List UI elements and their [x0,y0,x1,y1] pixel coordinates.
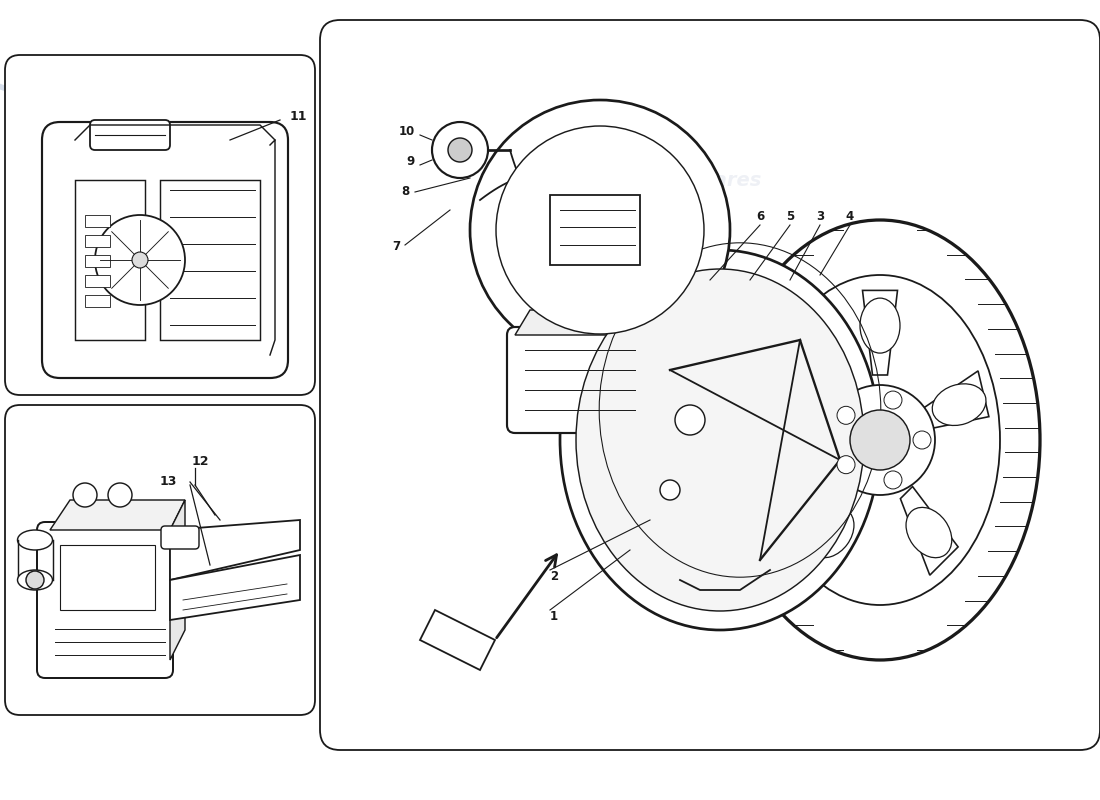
Bar [160,180,260,340]
Text: 3: 3 [816,210,824,223]
Polygon shape [802,486,859,575]
Circle shape [95,215,185,305]
Circle shape [837,406,855,424]
Text: eurospares: eurospares [658,570,782,590]
Ellipse shape [933,384,986,426]
Text: 6: 6 [756,210,764,223]
Polygon shape [862,290,898,375]
Circle shape [884,391,902,409]
Circle shape [660,480,680,500]
Ellipse shape [18,530,53,550]
Circle shape [132,252,148,268]
Circle shape [850,410,910,470]
FancyBboxPatch shape [320,20,1100,750]
Bar [550,195,640,265]
Circle shape [675,405,705,435]
Text: 8: 8 [402,185,410,198]
Bar [85,295,110,307]
Ellipse shape [720,220,1040,660]
Ellipse shape [906,507,952,558]
Ellipse shape [560,250,880,630]
Circle shape [470,100,730,360]
Ellipse shape [774,384,827,426]
Bar [75,180,145,340]
Bar [85,235,110,247]
Circle shape [837,456,855,474]
Circle shape [108,483,132,507]
Text: 9: 9 [407,155,415,168]
Ellipse shape [808,507,854,558]
Bar [85,255,110,267]
Bar [60,545,155,610]
Bar [85,275,110,287]
Polygon shape [645,310,660,425]
Circle shape [884,471,902,489]
FancyBboxPatch shape [42,122,288,378]
FancyBboxPatch shape [6,55,315,395]
Polygon shape [420,610,495,670]
Polygon shape [50,500,185,530]
Ellipse shape [576,269,864,611]
Polygon shape [170,520,300,580]
FancyBboxPatch shape [6,405,315,715]
Text: 7: 7 [392,240,400,253]
FancyBboxPatch shape [90,120,170,150]
Polygon shape [771,371,839,430]
Circle shape [913,431,931,449]
Ellipse shape [18,570,53,590]
Text: eurospares: eurospares [117,173,204,187]
Polygon shape [515,310,660,335]
Circle shape [496,126,704,334]
Polygon shape [170,500,185,660]
Text: 2: 2 [550,570,558,583]
Text: 4: 4 [846,210,854,223]
Polygon shape [921,371,989,430]
Text: eurospares: eurospares [117,573,204,587]
Circle shape [432,122,488,178]
Text: 13: 13 [160,475,177,488]
Circle shape [73,483,97,507]
Circle shape [26,571,44,589]
Ellipse shape [860,298,900,353]
Text: 10: 10 [398,125,415,138]
Text: 5: 5 [785,210,794,223]
Text: 11: 11 [290,110,308,123]
Polygon shape [901,486,958,575]
Text: eurospares: eurospares [638,170,761,190]
Text: 12: 12 [191,455,209,468]
Text: 1: 1 [550,610,558,623]
Circle shape [825,385,935,495]
FancyBboxPatch shape [161,526,199,549]
Circle shape [448,138,472,162]
Ellipse shape [760,275,1000,605]
Bar [85,215,110,227]
Polygon shape [170,555,300,620]
FancyBboxPatch shape [37,522,173,678]
FancyBboxPatch shape [507,327,653,433]
